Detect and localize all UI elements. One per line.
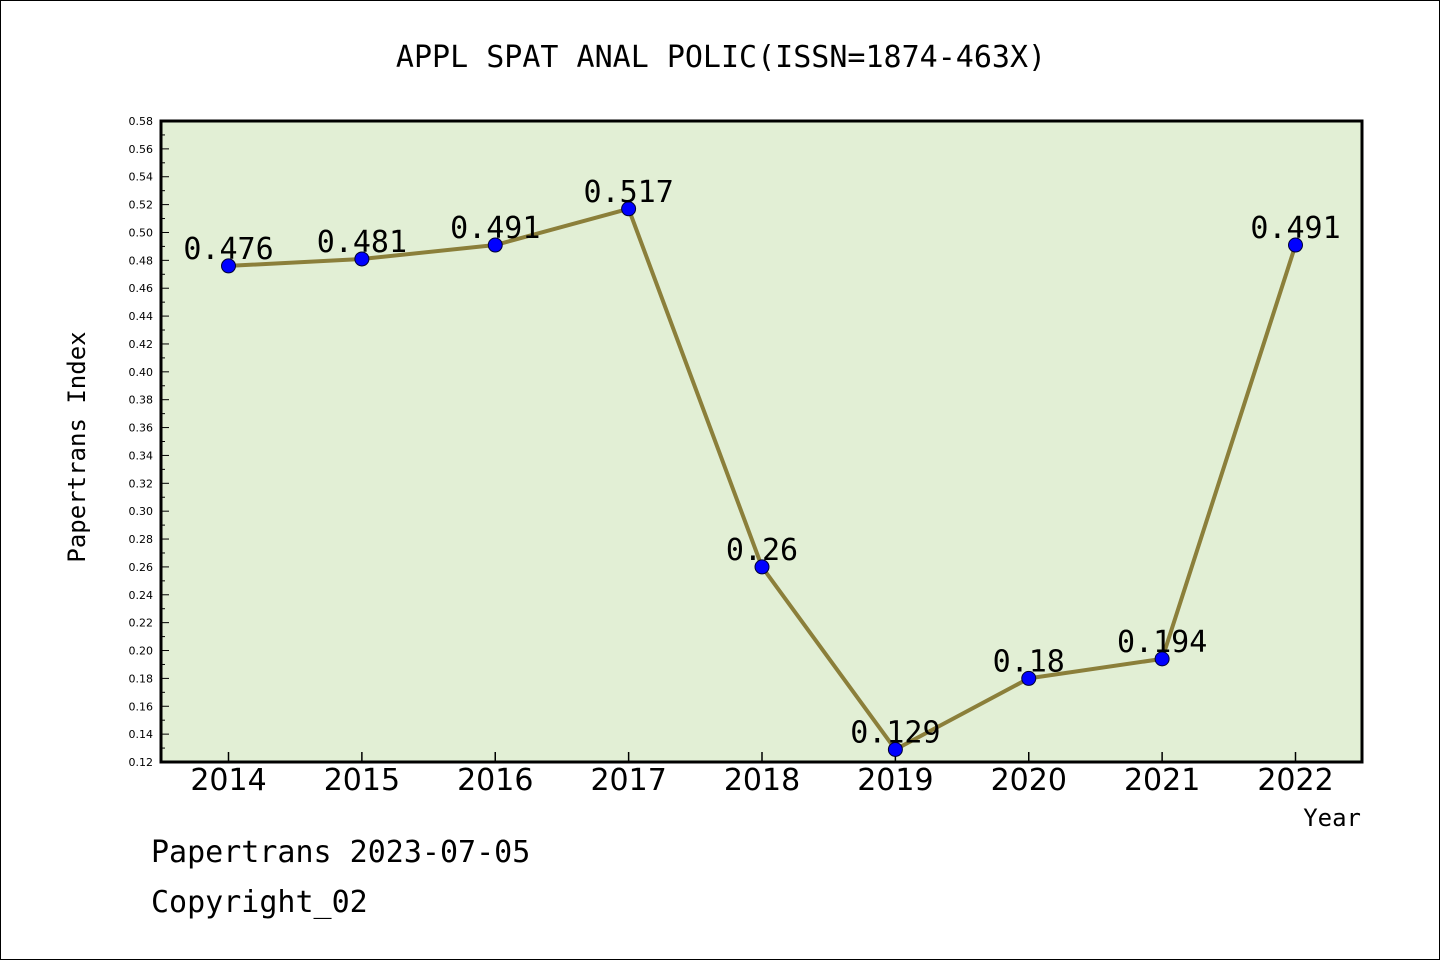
y-tick-label: 0.58	[129, 115, 154, 128]
data-point	[487, 237, 503, 253]
data-point	[1154, 651, 1170, 667]
y-tick-label: 0.12	[129, 756, 154, 769]
y-tick-label: 0.38	[129, 394, 154, 407]
x-tick-label: 2016	[457, 763, 533, 798]
data-label: 0.26	[726, 533, 798, 568]
y-tick-label: 0.22	[129, 617, 154, 630]
y-tick-label: 0.28	[129, 533, 154, 546]
y-tick-label: 0.50	[129, 226, 154, 239]
y-tick-label: 0.32	[129, 477, 154, 490]
x-tick-label: 2015	[324, 763, 400, 798]
y-axis-label: Papertrans Index	[63, 331, 91, 562]
x-axis-ticks: 2014 2015 2016 2017 2018 2019 2020 2021 2022	[190, 752, 1334, 798]
plot-area	[159, 119, 1364, 764]
data-label: 0.476	[183, 232, 273, 267]
x-tick-label: 2014	[190, 763, 266, 798]
data-point	[221, 258, 236, 274]
series-group: 0.476 0.481 0.491 0.517 0.26 0.129 0.18 0.194 0.…	[183, 175, 1341, 757]
y-tick-label: 0.42	[129, 338, 154, 351]
data-point	[1288, 237, 1303, 253]
y-tick-label: 0.36	[129, 422, 154, 435]
chart-title: APPL SPAT ANAL POLIC(ISSN=1874-463X)	[396, 40, 1046, 75]
y-tick-label: 0.26	[129, 561, 154, 574]
data-point	[354, 251, 370, 267]
y-tick-label: 0.30	[129, 505, 154, 518]
data-label: 0.491	[1250, 211, 1340, 246]
data-label: 0.517	[583, 175, 673, 210]
y-tick-label: 0.18	[129, 672, 154, 685]
footer-date: Papertrans 2023-07-05	[151, 835, 531, 870]
y-tick-label: 0.44	[129, 310, 154, 323]
y-tick-label: 0.14	[129, 728, 154, 741]
data-point	[754, 559, 770, 575]
y-tick-label: 0.24	[129, 589, 154, 602]
data-point	[887, 741, 903, 757]
y-tick-label: 0.46	[129, 282, 154, 295]
y-axis-ticks: 0.12 0.14 0.16 0.18 0.20 0.22 0.24 0.26 0.28 0.30…	[129, 115, 169, 769]
y-tick-label: 0.56	[129, 143, 154, 156]
x-axis-label: Year	[1303, 804, 1361, 832]
data-label: 0.481	[317, 225, 407, 260]
data-point	[1021, 670, 1037, 686]
x-tick-label: 2018	[724, 763, 800, 798]
y-tick-label: 0.20	[129, 645, 154, 658]
data-label: 0.194	[1117, 625, 1207, 660]
x-tick-label: 2022	[1257, 763, 1333, 798]
x-tick-label: 2017	[590, 763, 666, 798]
y-tick-label: 0.40	[129, 366, 154, 379]
y-tick-label: 0.34	[129, 449, 154, 462]
data-label: 0.129	[850, 715, 940, 750]
data-point	[621, 201, 637, 217]
data-label: 0.491	[450, 211, 540, 246]
x-tick-label: 2020	[991, 763, 1067, 798]
y-tick-label: 0.48	[129, 254, 154, 267]
y-tick-label: 0.16	[129, 700, 154, 713]
y-tick-label: 0.52	[129, 199, 154, 212]
footer-copyright: Copyright_02	[151, 885, 368, 920]
y-tick-label: 0.54	[129, 171, 154, 184]
data-label: 0.18	[993, 644, 1065, 679]
x-tick-label: 2021	[1124, 763, 1200, 798]
x-tick-label: 2019	[857, 763, 933, 798]
